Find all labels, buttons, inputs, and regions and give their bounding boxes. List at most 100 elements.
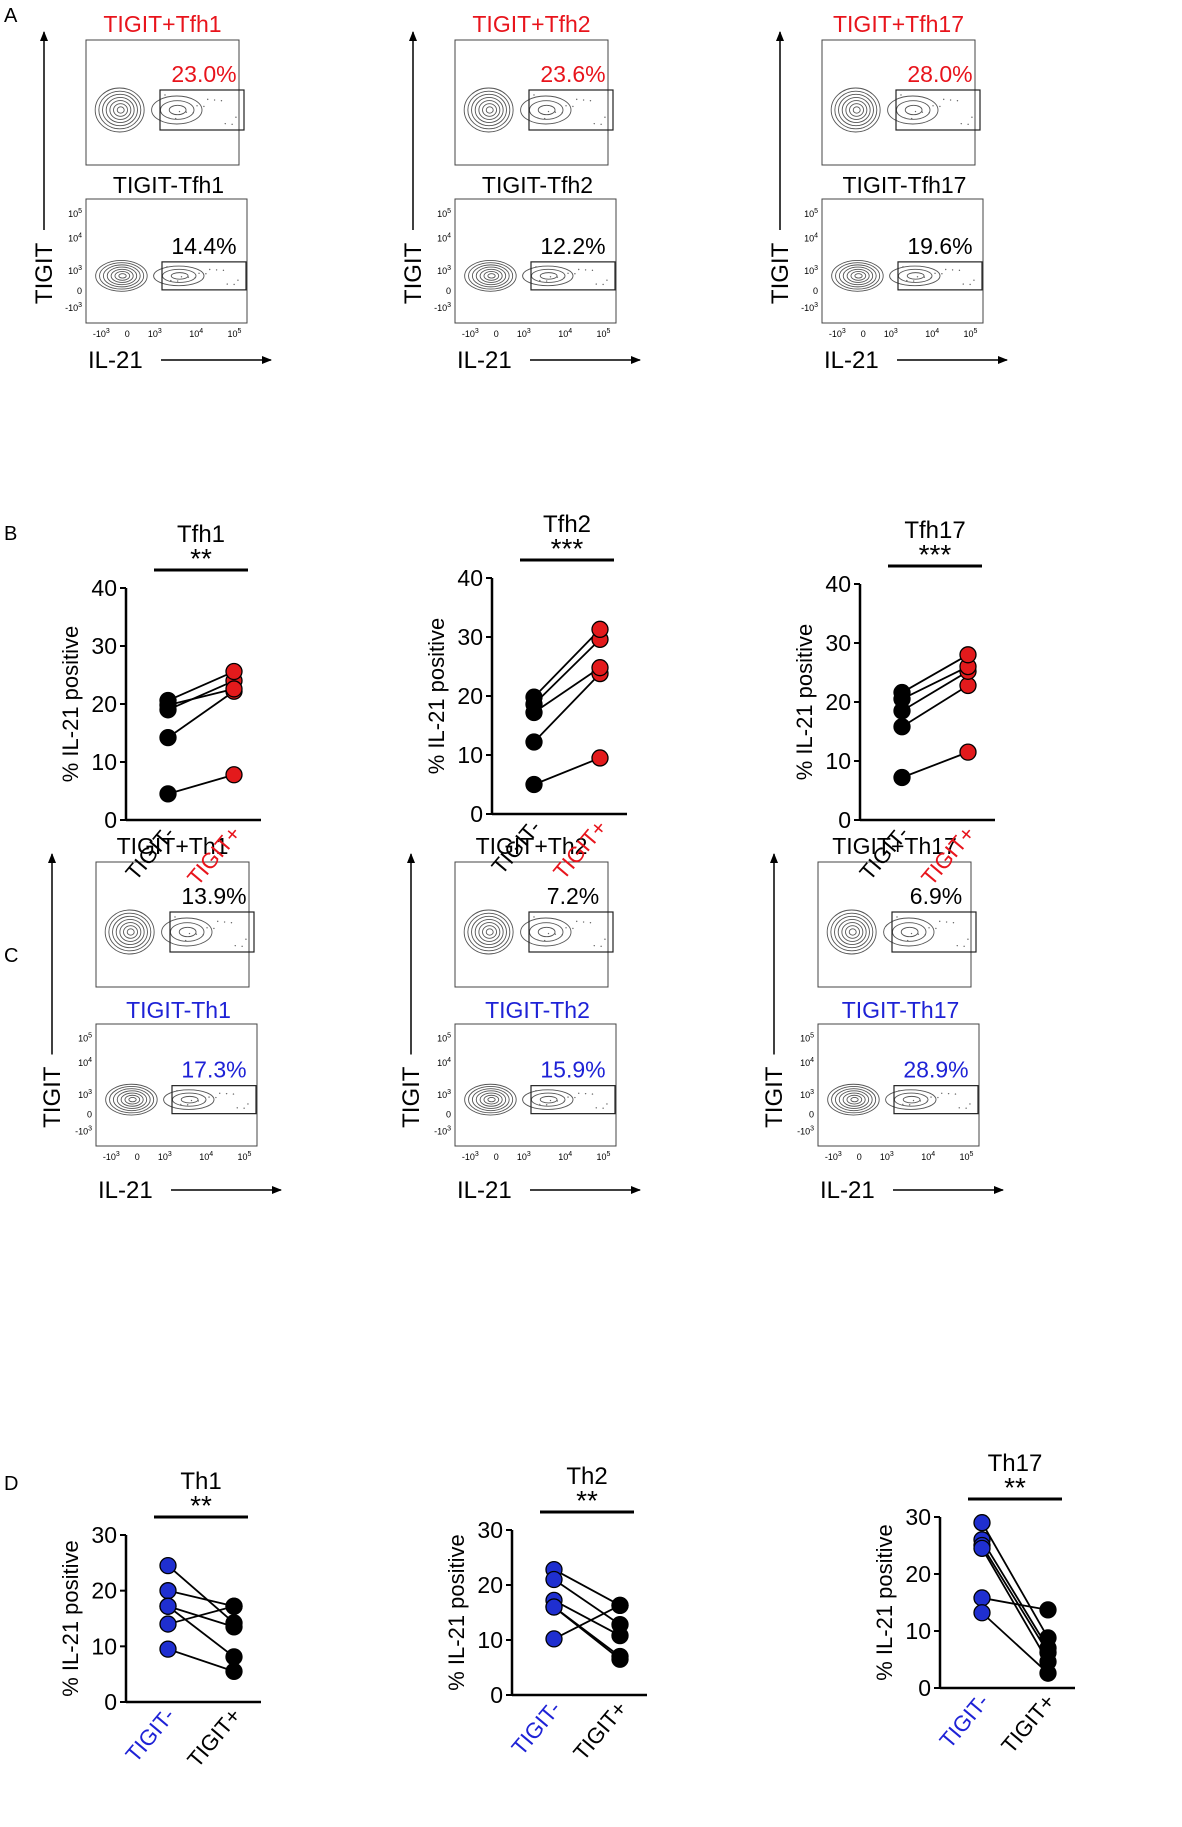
y-tick-label: 0 [77,286,82,296]
top-flow-plot [821,39,981,166]
contour-ring [478,100,501,120]
contour-ring [463,909,514,955]
bottom-gate-percent: 17.3% [181,1057,246,1083]
event-dot [203,105,205,108]
category-label: TIGIT+ [996,1689,1060,1758]
event-dot [537,117,539,119]
y-tick-label: 104 [78,1057,92,1068]
y-tick-label: 105 [800,1033,814,1044]
event-dot [898,1089,900,1092]
y-tick-label: 0 [446,1109,451,1119]
significance-stars: ** [576,1485,598,1516]
event-dot [220,100,223,102]
contour-ring [475,266,507,286]
panel_C-column-2: TIGIT+Th2 7.2% TIGIT-Th2 15.9% 105 104 103 0 -10… [398,833,641,1204]
event-dot [926,1100,928,1103]
event-dot [582,99,585,101]
tail-contour [520,95,572,125]
event-dot [556,276,559,278]
event-dot [233,283,235,286]
contour-ring [854,273,863,279]
event-dot [937,1096,939,1099]
event-dot [198,272,200,275]
event-dot [941,273,943,275]
gate-box [171,1085,257,1115]
contour-ring [891,922,927,942]
main-contour [463,909,514,955]
event-dot [904,117,906,119]
y-tick-label: 0 [104,1689,117,1715]
contour-ring [474,918,504,946]
chart-title: Th2 [566,1463,607,1490]
data-point-tigit-pos [959,646,977,664]
pair-line [167,1648,235,1673]
top-flow-plot [85,39,245,166]
y-tick-label: 20 [905,1561,931,1587]
contour-ring [895,100,931,120]
x-tick-label: 104 [921,1151,935,1162]
panel_A-column-1: TIGIT+Tfh1 23.0% TIGIT-Tfh1 14.4% 105 104 103 0… [31,11,272,374]
y-tick-label: 0 [87,1109,92,1119]
contour-ring [485,106,494,114]
contour-ring [180,1095,199,1104]
gate-box [530,261,616,291]
y-tick-label: 105 [68,208,82,219]
event-dot [180,1103,182,1106]
data-point-tigit-neg [159,728,177,747]
event-dot [963,945,965,948]
paired-plot-th17: 0 10 20 30 % IL-21 positive Th17** TIGIT- TIGIT… [872,1450,1075,1758]
contour-ring [478,922,501,942]
contour-ring [834,90,878,130]
event-dot [235,116,237,118]
pair-line [167,1589,235,1608]
plot-frame [454,198,617,324]
event-dot [535,266,537,268]
chart-title: Tfh17 [904,517,965,544]
contour-ring [483,271,500,281]
tail-contour [520,917,572,947]
event-dot [545,1104,548,1106]
data-point-tigit-neg [159,1556,177,1575]
x-tick-label: 103 [148,328,162,339]
event-dot [910,932,913,935]
gate-box [893,1085,979,1115]
contour-ring [842,1092,866,1107]
gate-box [528,911,614,953]
contour-ring [124,1094,141,1105]
event-dot [576,920,578,923]
paired-plot-th2: 0 10 20 30 % IL-21 positive Th2** TIGIT- TIGIT+ [444,1463,647,1765]
top-flow-plot [95,861,255,988]
significance-stars: *** [919,539,952,570]
pair-line [553,1578,621,1626]
data-point-tigit-pos [959,743,977,761]
event-dot [954,1093,957,1095]
y-tick-label: -103 [434,302,451,313]
x-tick-label: 0 [857,1152,862,1162]
y-axis-label: % IL-21 positive [58,626,83,783]
x-tick-label: 103 [517,1151,531,1162]
pair-line [533,757,601,786]
y-tick-label: 10 [477,1627,503,1653]
contour-ring [170,272,189,280]
event-dot [595,283,597,285]
event-dot [952,922,955,924]
event-dot [941,1092,943,1094]
contour-ring [846,268,870,283]
contour-ring [846,1094,863,1105]
bottom-gate-percent: 15.9% [540,1057,605,1083]
event-dot [604,116,606,118]
data-point-tigit-neg [159,785,177,803]
pair-line [167,690,235,739]
contour-ring [471,264,510,288]
data-point-tigit-pos [225,662,243,681]
contour-ring [487,273,496,279]
main-contour [826,909,877,955]
bottom-plot-title: TIGIT-Th17 [842,997,960,1023]
contour-ring [852,106,861,114]
pair-line [981,1612,1049,1674]
contour-ring [119,922,142,942]
event-dot [606,1103,608,1105]
contour-ring [902,1095,921,1104]
y-tick-label: 0 [104,807,117,833]
contour-ring [171,1092,207,1107]
